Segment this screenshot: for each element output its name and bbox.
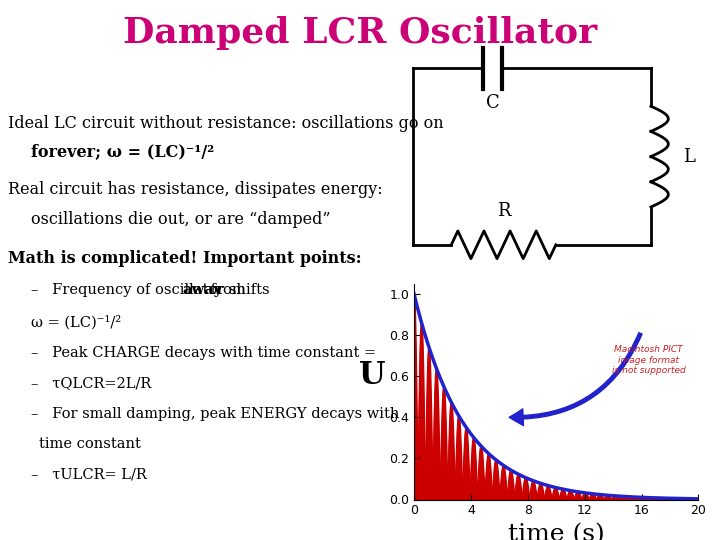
Text: –   For small damping, peak ENERGY decays with: – For small damping, peak ENERGY decays …: [31, 407, 400, 421]
Text: C: C: [485, 93, 500, 112]
Text: –   Frequency of oscillator shifts: – Frequency of oscillator shifts: [31, 284, 274, 298]
Text: L: L: [683, 147, 694, 166]
Text: –   τULCR= L/R: – τULCR= L/R: [31, 468, 147, 482]
Text: away: away: [182, 284, 222, 298]
Text: Real circuit has resistance, dissipates energy:: Real circuit has resistance, dissipates …: [8, 181, 382, 198]
Text: Damped LCR Oscillator: Damped LCR Oscillator: [123, 16, 597, 50]
Text: Macintosh PICT
image format
is not supported: Macintosh PICT image format is not suppo…: [612, 345, 685, 375]
Text: forever; ω = (LC)⁻¹/²: forever; ω = (LC)⁻¹/²: [31, 143, 215, 160]
Text: Math is complicated! Important points:: Math is complicated! Important points:: [8, 250, 361, 267]
Text: oscillations die out, or are “damped”: oscillations die out, or are “damped”: [31, 211, 330, 228]
Text: Ideal LC circuit without resistance: oscillations go on: Ideal LC circuit without resistance: osc…: [8, 114, 444, 132]
FancyArrowPatch shape: [509, 333, 642, 426]
Text: ω = (LC)⁻¹/²: ω = (LC)⁻¹/²: [31, 316, 121, 330]
Text: from: from: [206, 284, 246, 298]
Text: –   Peak CHARGE decays with time constant =: – Peak CHARGE decays with time constant …: [31, 346, 377, 360]
X-axis label: time (s): time (s): [508, 523, 605, 540]
Text: –   τQLCR=2L/R: – τQLCR=2L/R: [31, 376, 151, 390]
Text: R: R: [497, 201, 510, 220]
Y-axis label: U: U: [359, 361, 386, 392]
Text: time constant: time constant: [39, 437, 140, 451]
